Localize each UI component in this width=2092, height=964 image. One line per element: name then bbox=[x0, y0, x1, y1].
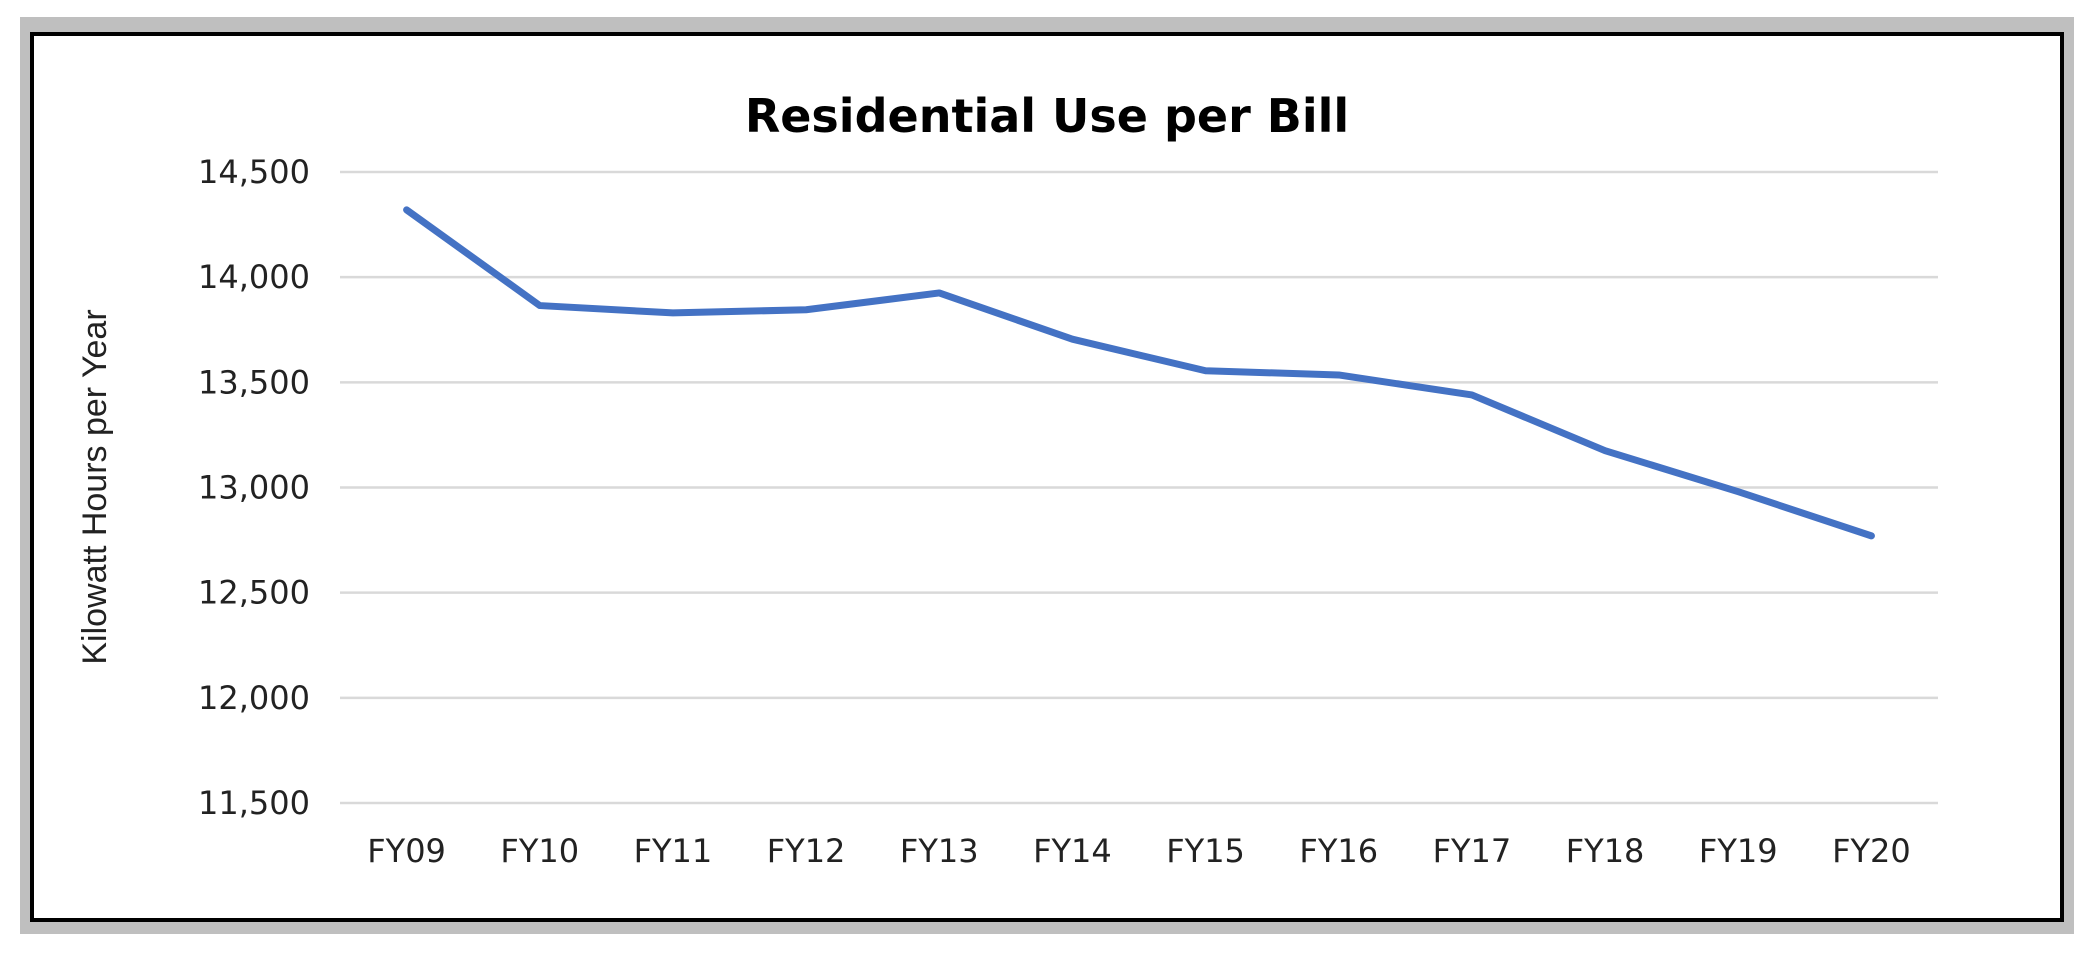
x-tick-label: FY17 bbox=[1433, 832, 1512, 870]
y-tick-label: 14,500 bbox=[198, 153, 310, 191]
x-tick-label: FY20 bbox=[1832, 832, 1911, 870]
chart-title: Residential Use per Bill bbox=[745, 89, 1349, 143]
y-tick-label: 14,000 bbox=[198, 258, 310, 296]
x-tick-label: FY16 bbox=[1299, 832, 1378, 870]
x-tick-label: FY09 bbox=[367, 832, 446, 870]
y-axis-label: Kilowatt Hours per Year bbox=[76, 309, 114, 664]
y-tick-label: 13,500 bbox=[198, 363, 310, 401]
x-tick-label: FY11 bbox=[634, 832, 713, 870]
y-tick-label: 13,000 bbox=[198, 469, 310, 507]
y-tick-label: 12,000 bbox=[198, 679, 310, 717]
x-tick-label: FY18 bbox=[1566, 832, 1645, 870]
x-tick-label: FY14 bbox=[1033, 832, 1112, 870]
y-tick-label: 12,500 bbox=[198, 574, 310, 612]
series-line bbox=[403, 206, 1875, 540]
x-tick-label: FY19 bbox=[1699, 832, 1778, 870]
x-tick-label: FY10 bbox=[500, 832, 579, 870]
x-tick-label: FY13 bbox=[900, 832, 979, 870]
x-tick-label: FY15 bbox=[1166, 832, 1245, 870]
chart-area bbox=[30, 32, 2064, 922]
x-tick-label: FY12 bbox=[767, 832, 846, 870]
y-tick-label: 11,500 bbox=[198, 784, 310, 822]
